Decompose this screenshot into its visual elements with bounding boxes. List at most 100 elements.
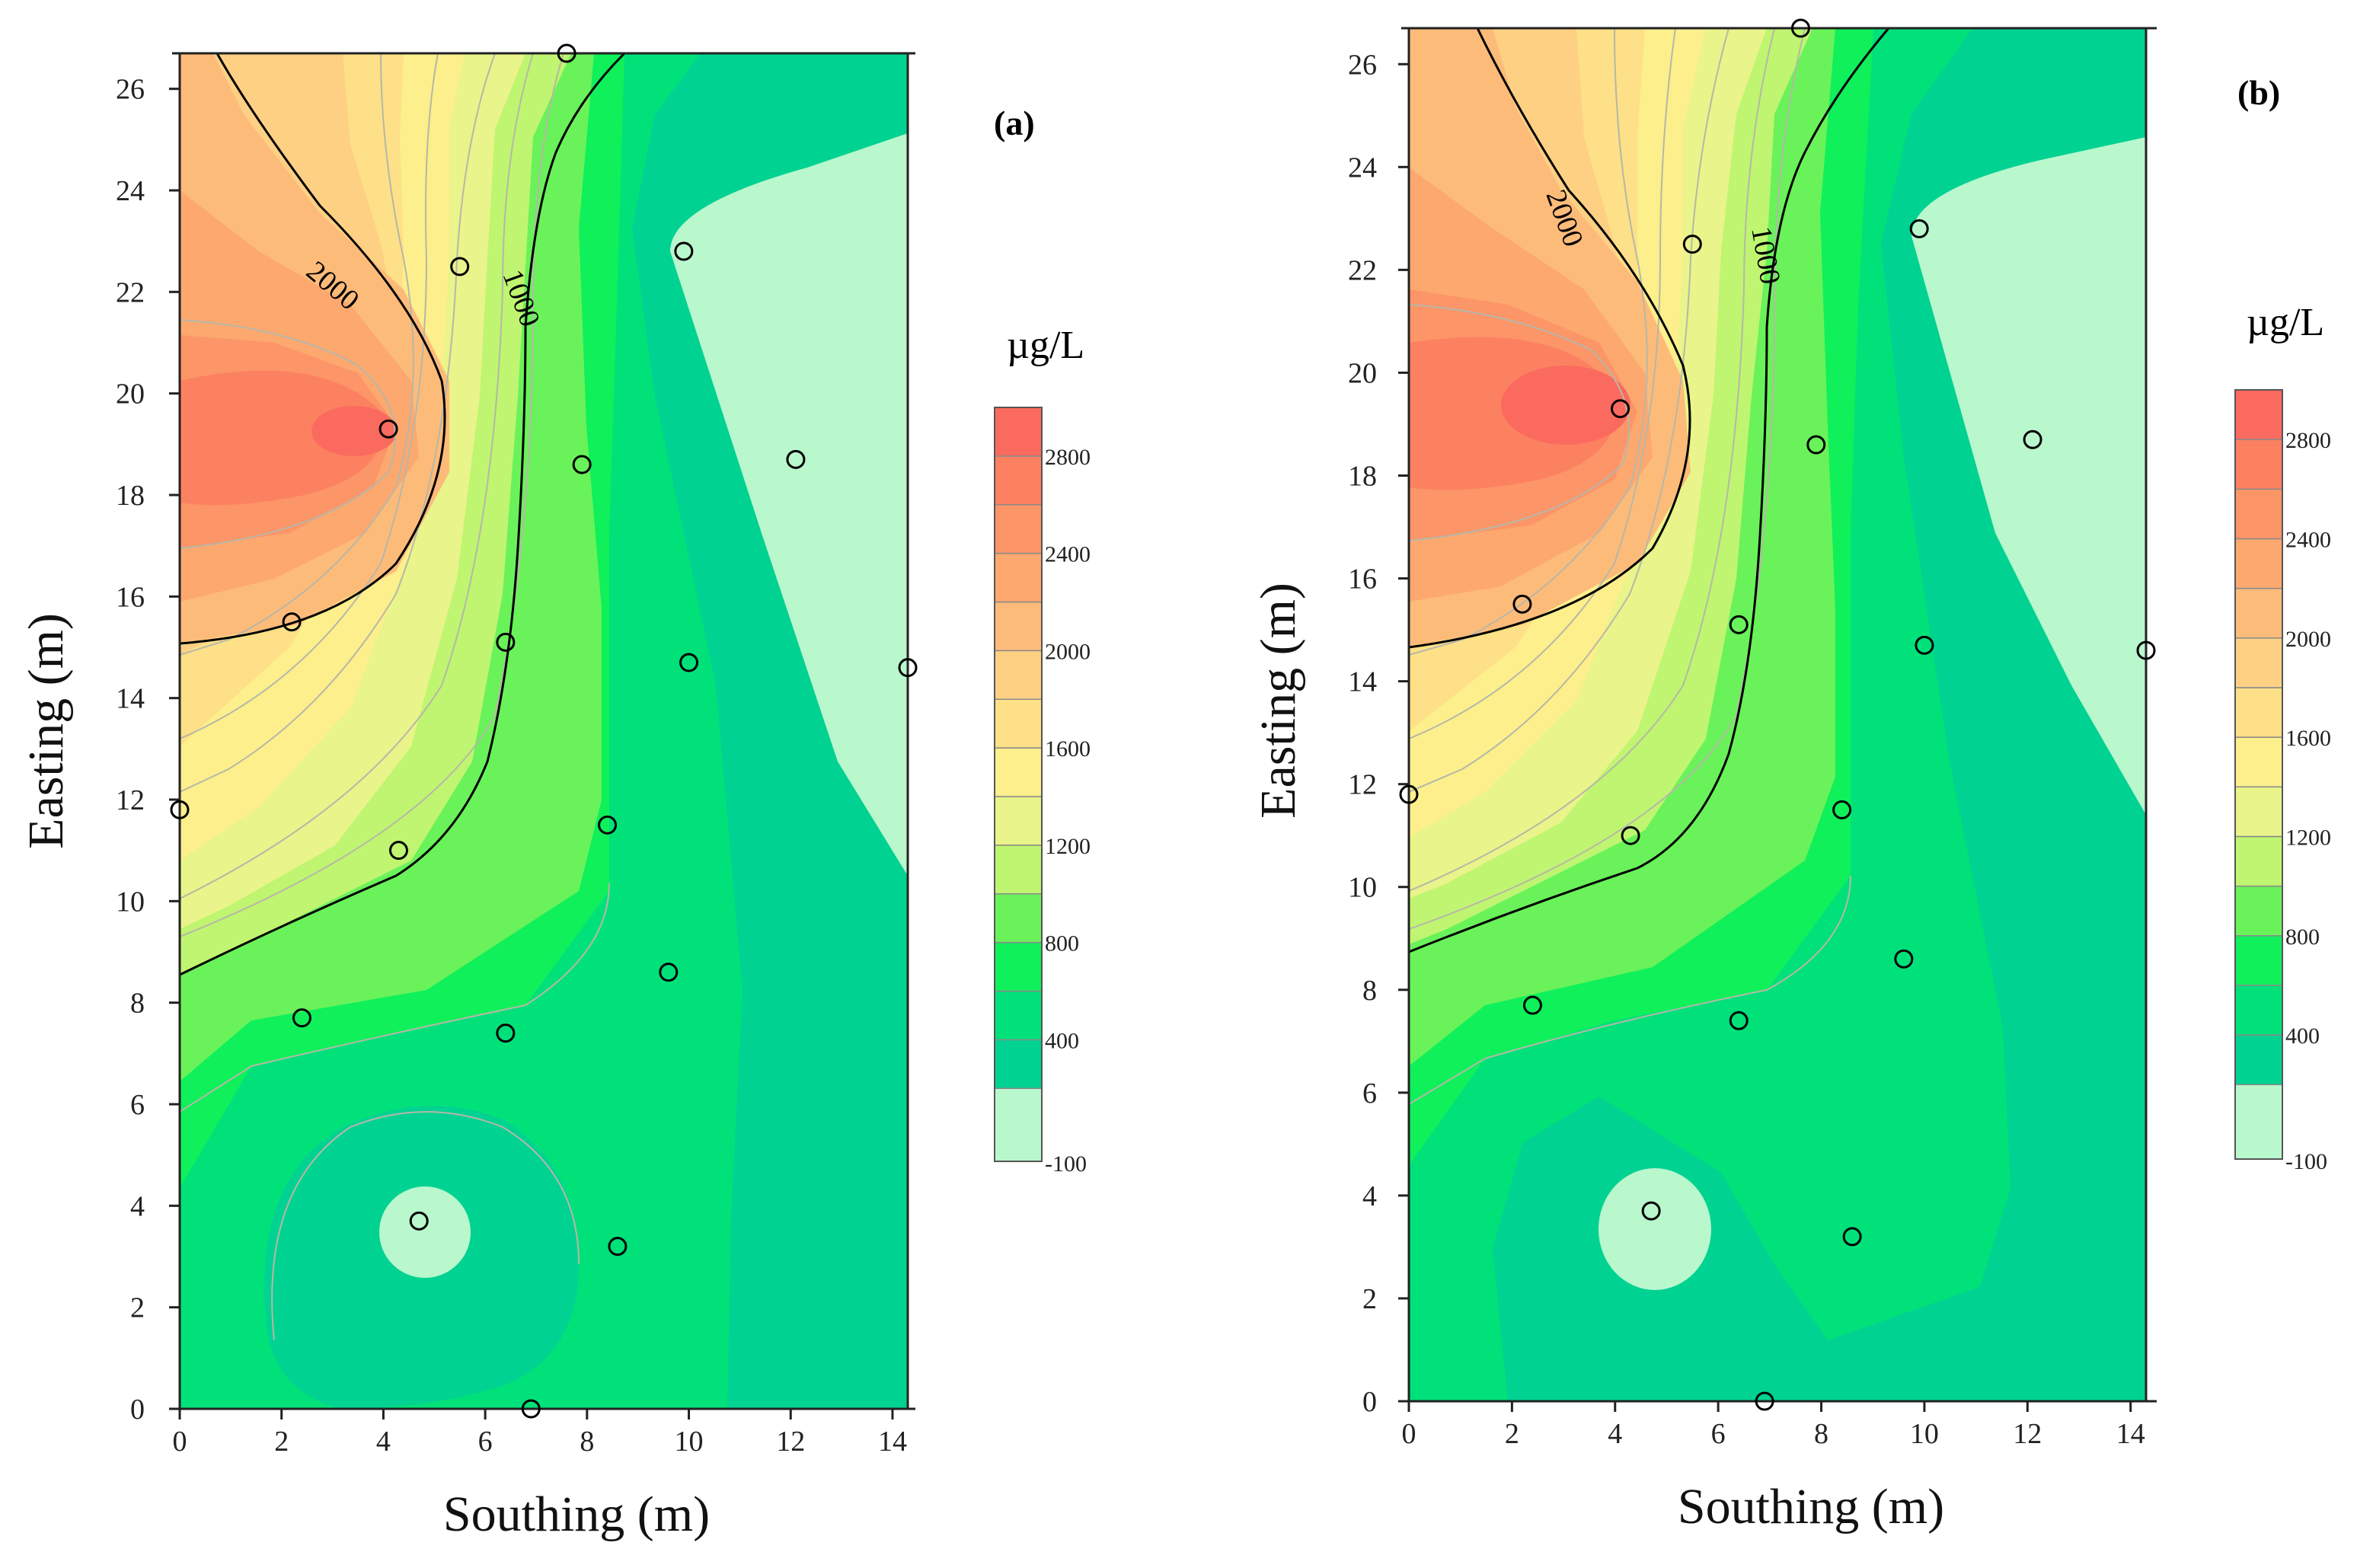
sample-point-marker [1399,784,1419,804]
sample-point-marker [2136,640,2156,660]
y-tick-label: 2 [1362,1283,1377,1315]
sample-point-marker [1522,995,1542,1015]
y-tick-label: 22 [116,276,145,308]
colorbar-swatch [994,503,1043,554]
x-tick-label: 8 [580,1426,594,1458]
x-tick-label: 0 [1402,1418,1416,1450]
colorbar-swatch [2234,985,2283,1036]
y-tick-label: 8 [1362,975,1377,1007]
colorbar-tick-label: 1600 [2285,726,2331,751]
sample-point-marker [521,1399,541,1419]
y-tick-label: 20 [116,378,145,410]
sample-point-marker [170,800,190,819]
sample-point-marker [1729,615,1749,634]
colorbar-tick-label: 1600 [1045,736,1091,762]
sample-point-marker [1909,219,1929,238]
y-tick-label: 26 [1348,49,1377,81]
sample-point-marker [1894,949,1914,969]
sample-point-marker [450,257,470,276]
region-low-right [670,133,908,876]
colorbar-swatch [994,1039,1043,1089]
sample-point-marker [1641,1201,1661,1221]
x-tick-label: 6 [1711,1418,1726,1450]
sample-point-marker [1842,1227,1862,1247]
x-tick-label: 4 [376,1426,391,1458]
colorbar-swatch [2234,1034,2283,1086]
sample-point-marker [1729,1011,1749,1030]
panel-a-colorbar-unit: µg/L [1007,324,1084,367]
colorbar-swatch [994,455,1043,506]
y-tick-label: 10 [116,886,145,918]
y-tick-label: 6 [1362,1078,1377,1110]
sample-point-marker [679,653,699,672]
panel-b-x-axis-label: Southing (m) [1678,1479,1944,1534]
x-tick-label: 10 [1910,1418,1939,1450]
x-tick-label: 10 [675,1426,704,1458]
colorbar-tick-label: 2800 [1045,445,1091,470]
sample-point-marker [674,241,694,261]
x-tick-label: 4 [1608,1418,1622,1450]
sample-point-marker [1915,635,1934,655]
colorbar-swatch [2234,835,2283,887]
panel-b-contour-plot: 2000 1000 0 2 4 6 8 10 12 14 024681012141618202… [1250,18,2331,1534]
y-tick-label: 14 [116,683,145,715]
colorbar-frame [994,407,1043,1162]
colorbar-swatch [994,650,1043,700]
colorbar-swatch [2234,885,2283,937]
sample-point-marker [659,963,679,982]
contour-line-2000-a [180,53,446,645]
colorbar-tick-label: -100 [2285,1149,2327,1174]
panel-b-contour-lines [1409,28,1851,1105]
colorbar-swatch [2234,637,2283,688]
colorbar-tick-label: 2000 [2285,627,2331,652]
sample-point-marker [388,841,408,861]
panel-b-sample-points [1399,18,2156,1411]
colorbar-swatch [994,990,1043,1041]
colorbar-swatch [2234,538,2283,589]
colorbar-swatch [994,796,1043,846]
colorbar-swatch [994,747,1043,797]
x-tick-label: 12 [776,1426,805,1458]
panel-a-x-axis: 0 2 4 6 8 10 12 14 [173,1409,907,1458]
sample-point-marker [282,612,302,632]
panel-a-fill-regions [180,53,908,1409]
y-tick-label: 20 [1348,357,1377,389]
colorbar-swatch [2234,389,2283,440]
y-tick-label: 22 [1348,254,1377,286]
panel-b-colorbar: 2800 2400 2000 1600 1200 800 400 -100 [2234,389,2331,1174]
x-tick-label: 2 [1505,1418,1519,1450]
panel-a-sample-points [170,43,918,1419]
sample-point-marker [598,815,618,835]
x-tick-label: 8 [1814,1418,1828,1450]
sample-point-marker [496,632,516,652]
sample-point-marker [1806,435,1826,455]
x-tick-label: 6 [478,1426,493,1458]
sample-point-marker [572,455,592,474]
x-tick-label: 0 [173,1426,187,1458]
sample-point-marker [1755,1391,1774,1411]
colorbar-swatch [2234,786,2283,838]
y-tick-label: 0 [1362,1386,1377,1418]
panel-a-label: (a) [994,104,1035,142]
panel-b-colorbar-unit: µg/L [2247,301,2324,344]
panel-b-y-axis-label: Easting (m) [1250,583,1306,819]
region-low-right [1911,137,2146,815]
sample-point-marker [786,449,806,469]
y-tick-label: 18 [116,480,145,512]
colorbar-swatch [994,845,1043,895]
region-low-pocket [379,1186,471,1278]
colorbar-tick-label: 1200 [2285,825,2331,850]
contour-line-1000-b [1409,28,1890,953]
y-tick-label: 24 [1348,152,1377,184]
y-tick-label: 6 [130,1089,145,1121]
region-2600-2800 [180,370,383,506]
sample-point-marker [292,1008,311,1028]
contour-line-1000-a [180,53,626,976]
y-tick-label: 14 [1348,666,1377,698]
colorbar-tick-label: 800 [1045,931,1079,956]
colorbar-swatch [2234,439,2283,490]
colorbar-swatch [2234,935,2283,986]
colorbar-tick-label: 400 [2285,1024,2320,1049]
colorbar-frame [2234,389,2283,1160]
